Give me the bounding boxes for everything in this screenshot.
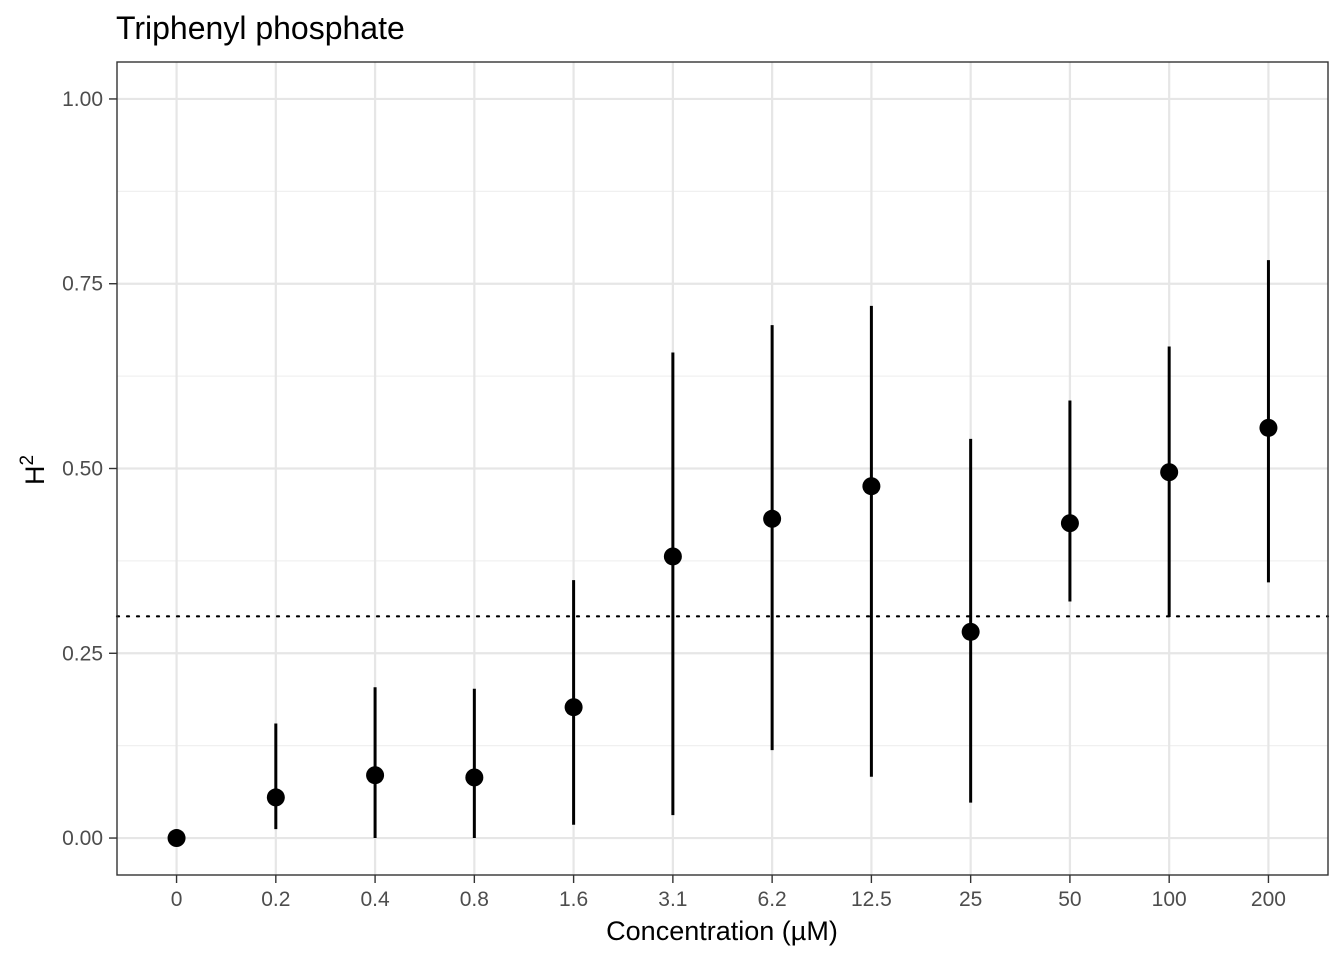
data-point	[1259, 418, 1278, 437]
x-axis: 0 0.2 0.4 0.8 1.6 3.1 6.2 12.5 25 50 100 200	[171, 875, 1286, 911]
data-point	[167, 829, 186, 848]
y-axis: 0.00 0.25 0.50 0.75 1.00	[62, 88, 117, 850]
data-point	[1160, 463, 1179, 482]
grid	[117, 62, 1328, 875]
y-tick-label: 0.00	[62, 827, 103, 850]
x-tick-label: 0.2	[261, 888, 290, 911]
x-tick-label: 3.1	[658, 888, 687, 911]
data-point	[465, 768, 484, 787]
x-tick-label: 1.6	[559, 888, 588, 911]
y-axis-title: H2	[17, 455, 50, 485]
data-point	[564, 698, 583, 717]
y-tick-label: 1.00	[62, 88, 103, 111]
error-bars	[274, 260, 1270, 839]
data-point	[961, 622, 980, 641]
x-tick-label: 0.8	[460, 888, 489, 911]
data-points	[167, 418, 1278, 848]
data-point	[366, 766, 385, 785]
data-point	[1060, 514, 1079, 533]
x-tick-label: 0	[171, 888, 183, 911]
x-tick-label: 0.4	[360, 888, 390, 911]
y-tick-label: 0.75	[62, 273, 103, 296]
y-tick-label: 0.25	[62, 642, 103, 665]
data-point	[663, 547, 682, 566]
x-tick-label: 100	[1152, 888, 1187, 911]
y-axis-title-base: H	[20, 466, 50, 486]
x-tick-label: 25	[959, 888, 982, 911]
y-tick-label: 0.50	[62, 458, 103, 481]
y-axis-title-superscript: 2	[17, 455, 38, 466]
data-point	[763, 509, 782, 528]
x-tick-label: 12.5	[851, 888, 892, 911]
x-axis-title: Concentration (µM)	[606, 916, 838, 946]
chart-title: Triphenyl phosphate	[116, 10, 405, 46]
data-point	[266, 788, 285, 807]
data-point	[862, 477, 881, 496]
x-tick-label: 200	[1251, 888, 1286, 911]
x-tick-label: 50	[1058, 888, 1081, 911]
x-tick-label: 6.2	[758, 888, 787, 911]
